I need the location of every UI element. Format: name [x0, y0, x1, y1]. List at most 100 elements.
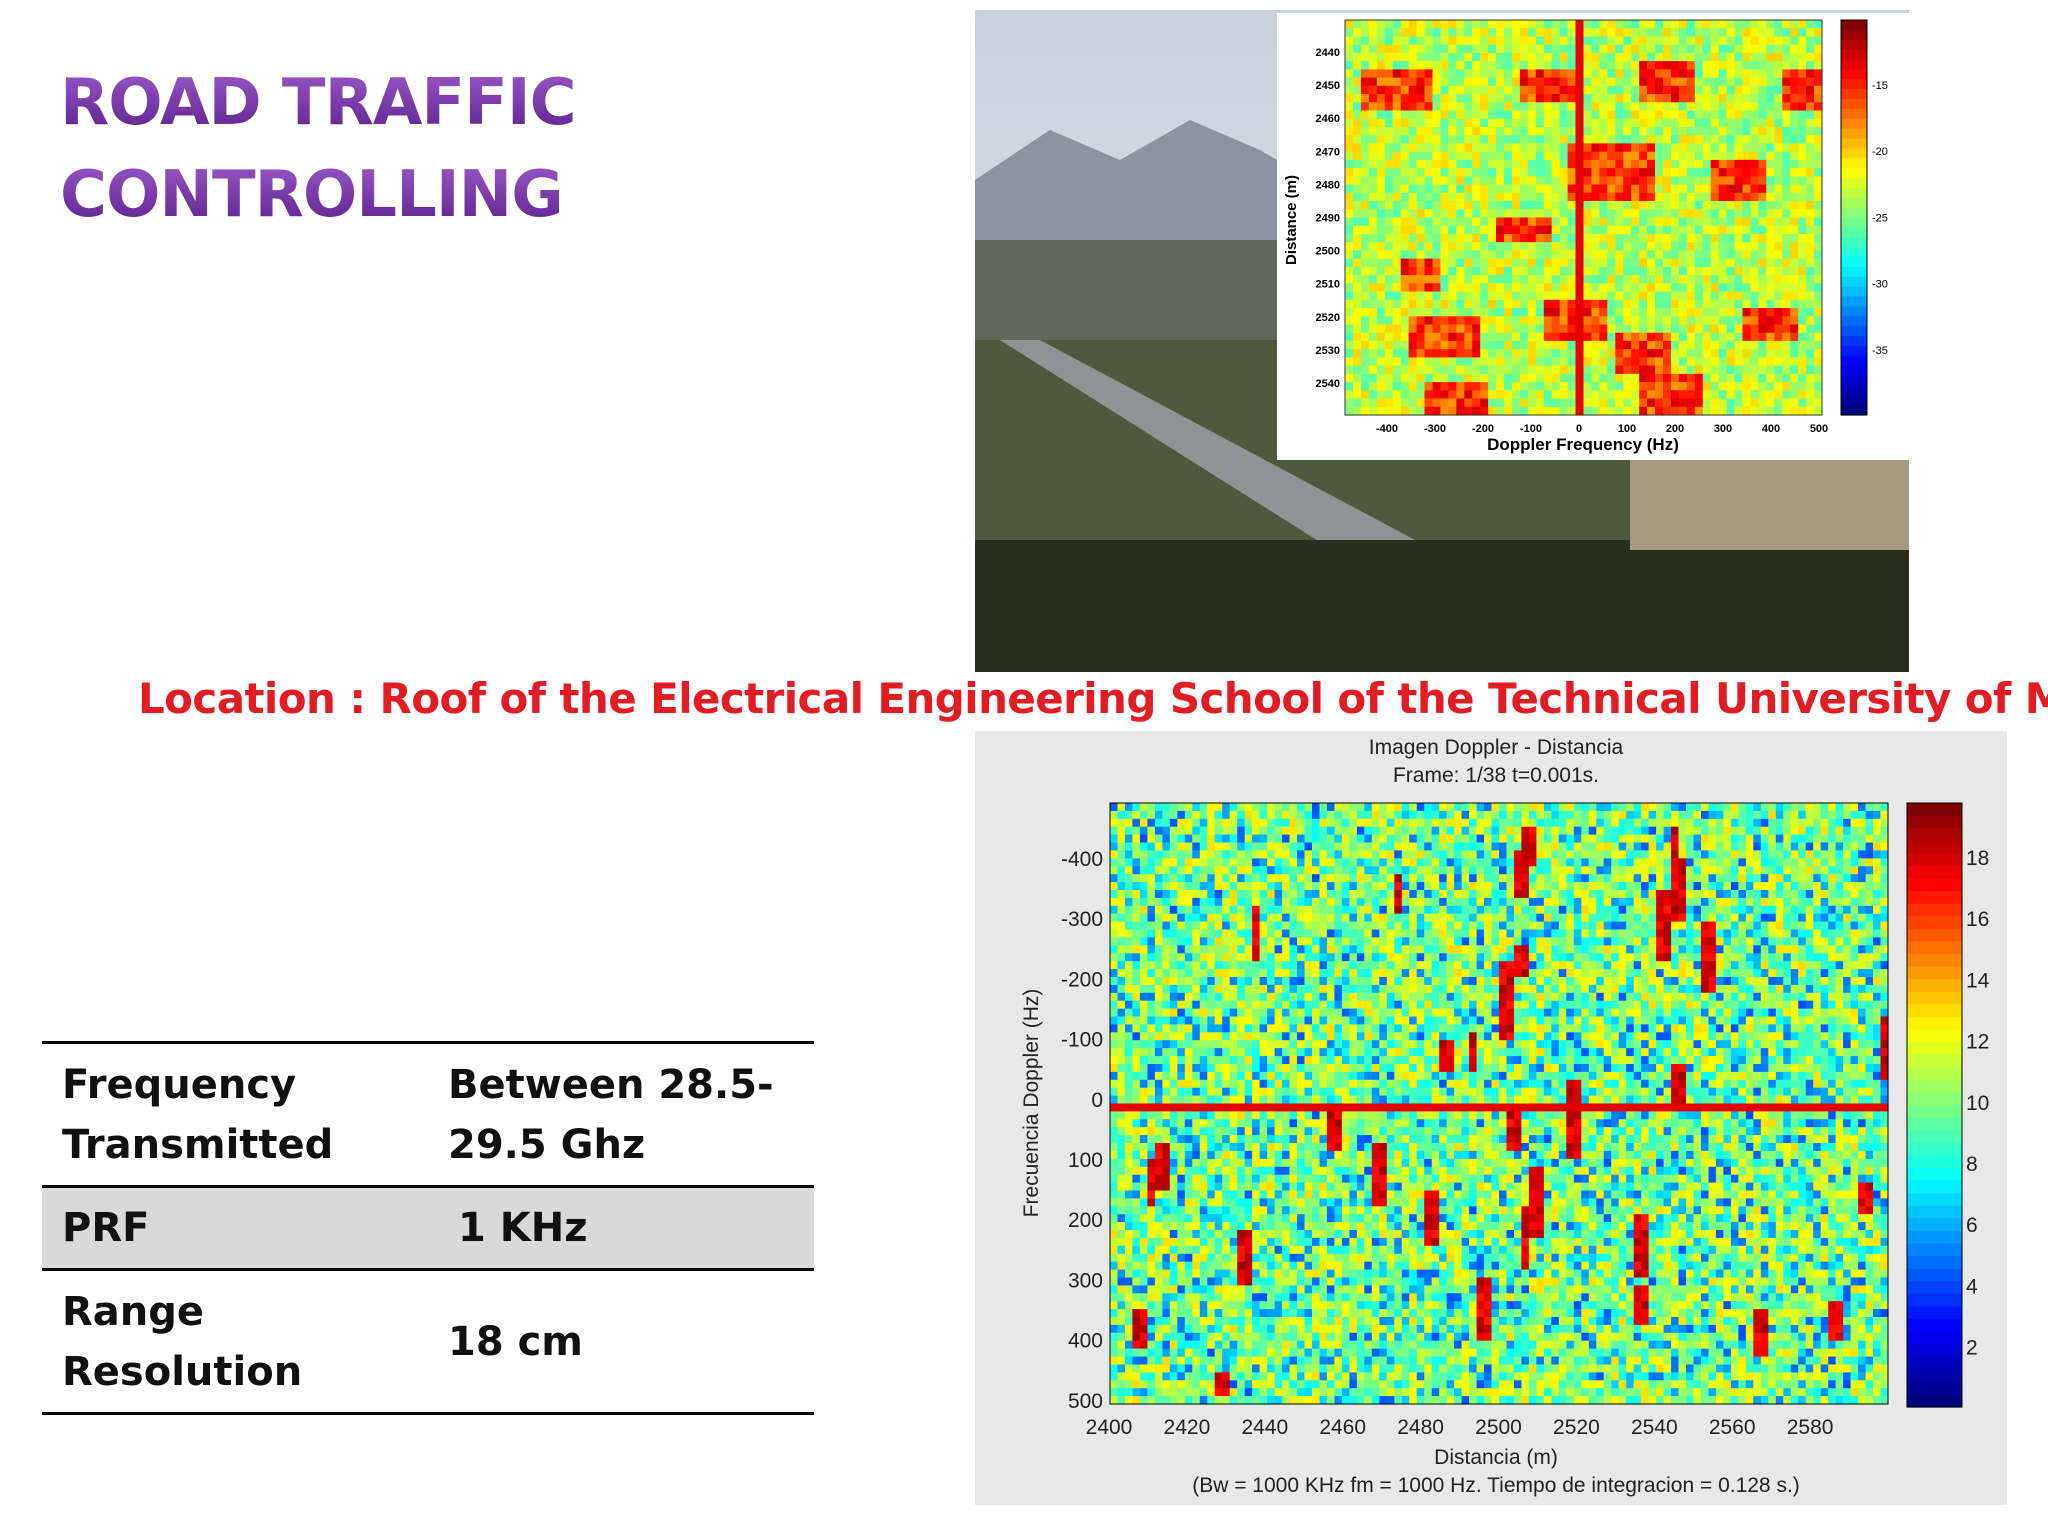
heatmap-cell — [1528, 858, 1537, 867]
heatmap-cell — [1252, 882, 1261, 891]
heatmap-cell — [1472, 398, 1481, 408]
heatmap-cell — [1596, 874, 1605, 883]
heatmap-cell — [1392, 184, 1402, 194]
heatmap-cell — [1760, 905, 1769, 915]
heatmap-cell — [1814, 52, 1823, 62]
heatmap-cell — [1671, 308, 1680, 317]
colorbar-cell — [1841, 178, 1867, 189]
heatmap-cell — [1599, 324, 1608, 334]
heatmap-cell — [1360, 349, 1370, 358]
heatmap-cell — [1766, 225, 1775, 235]
heatmap-cell — [1575, 118, 1585, 128]
heatmap-cell — [1758, 258, 1767, 268]
heatmap-cell — [1480, 324, 1489, 334]
heatmap-cell — [1663, 110, 1672, 120]
heatmap-cell — [1806, 373, 1815, 383]
heatmap-cell — [1591, 373, 1601, 383]
heatmap-cell — [1726, 52, 1736, 62]
heatmap-cell — [1364, 810, 1373, 820]
heatmap-cell — [1850, 945, 1859, 954]
heatmap-cell — [1656, 850, 1665, 859]
heatmap-cell — [1368, 332, 1378, 342]
heatmap-cell — [1686, 308, 1696, 317]
heatmap-cell — [1633, 810, 1642, 820]
heatmap-cell — [1607, 168, 1616, 177]
heatmap-cell — [1392, 201, 1402, 210]
heatmap-cell — [1567, 184, 1577, 194]
heatmap-cell — [1222, 810, 1231, 820]
colorbar-cell — [1841, 20, 1867, 31]
heatmap-cell — [1708, 921, 1717, 931]
heatmap-cell — [1527, 159, 1537, 169]
heatmap-cell — [1386, 858, 1395, 867]
heatmap-cell — [1439, 945, 1448, 954]
colorbar-cell — [1841, 266, 1867, 278]
heatmap-cell — [1678, 308, 1688, 317]
heatmap-cell — [1259, 874, 1268, 883]
heatmap-cell — [1392, 159, 1402, 169]
heatmap-cell — [1496, 217, 1505, 227]
heatmap-cell — [1694, 324, 1704, 334]
heatmap-cell — [1806, 209, 1815, 219]
heatmap-cell — [1147, 905, 1156, 915]
heatmap-cell — [1718, 61, 1728, 70]
heatmap-cell — [1843, 842, 1852, 851]
heatmap-cell — [1543, 349, 1553, 358]
heatmap-cell — [1686, 299, 1696, 309]
heatmap-cell — [1504, 176, 1513, 186]
heatmap-cell — [1527, 324, 1537, 334]
heatmap-cell — [1575, 275, 1585, 284]
heatmap-cell — [1535, 168, 1545, 177]
heatmap-cell — [1583, 398, 1593, 408]
heatmap-cell — [1408, 110, 1418, 120]
heatmap-cell — [1806, 118, 1815, 128]
heatmap-cell — [1718, 225, 1728, 235]
heatmap-cell — [1527, 283, 1537, 293]
heatmap-cell — [1723, 929, 1732, 938]
heatmap-cell — [1496, 349, 1505, 358]
heatmap-cell — [1506, 929, 1515, 938]
heatmap-cell — [1448, 36, 1457, 46]
heatmap-cell — [1432, 250, 1442, 260]
heatmap-cell — [1353, 266, 1362, 276]
heatmap-cell — [1805, 897, 1814, 907]
heatmap-cell — [1289, 913, 1298, 923]
heatmap-cell — [1353, 69, 1362, 79]
heatmap-cell — [1484, 921, 1493, 931]
heatmap-cell — [1384, 291, 1394, 301]
heatmap-cell — [1607, 209, 1616, 219]
heatmap-cell — [1326, 850, 1335, 859]
heatmap-cell — [1252, 842, 1261, 851]
heatmap-cell — [1110, 866, 1119, 875]
heatmap-cell — [1611, 834, 1620, 844]
heatmap-cell — [1169, 803, 1178, 812]
heatmap-cell — [1655, 127, 1664, 136]
heatmap-cell — [1551, 834, 1560, 844]
heatmap-cell — [1588, 897, 1597, 907]
heatmap-cell — [1790, 340, 1799, 350]
heatmap-cell — [1599, 201, 1608, 210]
heatmap-cell — [1461, 882, 1470, 891]
heatmap-cell — [1655, 291, 1664, 301]
heatmap-cell — [1726, 299, 1736, 309]
heatmap-cell — [1110, 826, 1119, 836]
heatmap-cell — [1710, 275, 1720, 284]
heatmap-cell — [1806, 36, 1815, 46]
heatmap-cell — [1535, 28, 1545, 37]
heatmap-cell — [1559, 316, 1569, 326]
heatmap-cell — [1753, 858, 1762, 867]
heatmap-cell — [1631, 308, 1640, 317]
heatmap-cell — [1371, 866, 1380, 875]
heatmap-cell — [1873, 913, 1882, 923]
heatmap-cell — [1488, 159, 1497, 169]
heatmap-cell — [1252, 937, 1261, 946]
heatmap-cell — [1678, 365, 1688, 375]
heatmap-cell — [1384, 77, 1394, 87]
heatmap-cell — [1782, 127, 1791, 136]
heatmap-cell — [1110, 929, 1119, 938]
heatmap-cell — [1814, 225, 1823, 235]
heatmap-cell — [1386, 937, 1395, 946]
heatmap-cell — [1656, 937, 1665, 946]
heatmap-cell — [1742, 308, 1752, 317]
heatmap-cell — [1603, 890, 1612, 899]
